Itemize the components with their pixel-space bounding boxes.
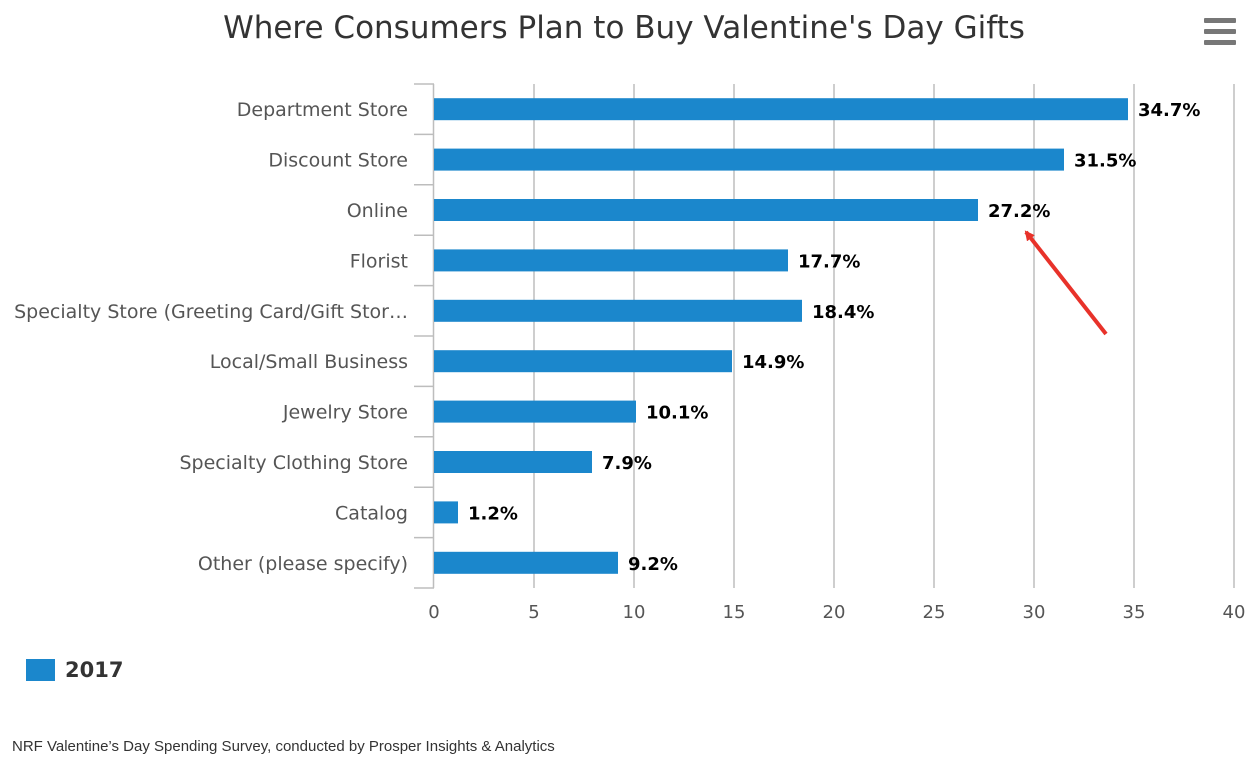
bar xyxy=(434,501,458,524)
menu-bar xyxy=(1204,29,1236,34)
x-tick-label: 25 xyxy=(923,602,946,623)
category-label: Department Store xyxy=(237,99,408,121)
x-tick-label: 0 xyxy=(428,602,439,623)
data-label: 31.5% xyxy=(1074,151,1136,172)
x-tick-label: 5 xyxy=(528,602,539,623)
data-label: 34.7% xyxy=(1138,100,1200,121)
x-tick-label: 40 xyxy=(1223,602,1246,623)
data-label: 18.4% xyxy=(812,302,874,323)
data-label: 1.2% xyxy=(468,503,518,524)
x-tick-label: 15 xyxy=(723,602,746,623)
category-label: Specialty Clothing Store xyxy=(180,452,409,474)
bar xyxy=(434,249,788,272)
data-label: 9.2% xyxy=(628,554,678,575)
bar xyxy=(434,451,592,473)
x-tick-label: 10 xyxy=(623,602,646,623)
category-label: Florist xyxy=(350,250,408,272)
x-tick-label: 30 xyxy=(1023,602,1046,623)
category-label: Jewelry Store xyxy=(282,402,408,424)
menu-bar xyxy=(1204,18,1236,23)
legend-label: 2017 xyxy=(65,658,124,682)
category-label: Local/Small Business xyxy=(210,351,408,373)
bar xyxy=(434,400,636,423)
data-label: 14.9% xyxy=(742,352,804,373)
bar xyxy=(434,98,1128,121)
bar xyxy=(434,551,618,574)
menu-bar xyxy=(1204,40,1236,45)
category-label: Specialty Store (Greeting Card/Gift Stor… xyxy=(14,301,408,323)
category-label: Discount Store xyxy=(268,150,408,172)
bar xyxy=(434,350,732,373)
annotation-arrow xyxy=(1024,230,1108,336)
x-tick-label: 35 xyxy=(1123,602,1146,623)
bar xyxy=(434,299,802,322)
x-tick-label: 20 xyxy=(823,602,846,623)
data-label: 7.9% xyxy=(602,453,652,474)
chart-title: Where Consumers Plan to Buy Valentine's … xyxy=(223,10,1025,46)
legend-item-2017[interactable]: 2017 xyxy=(26,658,123,682)
chart-credits: NRF Valentine’s Day Spending Survey, con… xyxy=(12,738,555,755)
data-label: 17.7% xyxy=(798,251,860,272)
category-label: Other (please specify) xyxy=(198,553,408,575)
hamburger-menu-icon[interactable] xyxy=(1204,18,1236,46)
category-label: Catalog xyxy=(335,502,408,524)
category-label: Online xyxy=(347,200,408,222)
bar xyxy=(434,199,978,221)
bar xyxy=(434,148,1064,171)
data-label: 27.2% xyxy=(988,201,1050,222)
data-label: 10.1% xyxy=(646,403,708,424)
legend-swatch xyxy=(26,659,55,681)
